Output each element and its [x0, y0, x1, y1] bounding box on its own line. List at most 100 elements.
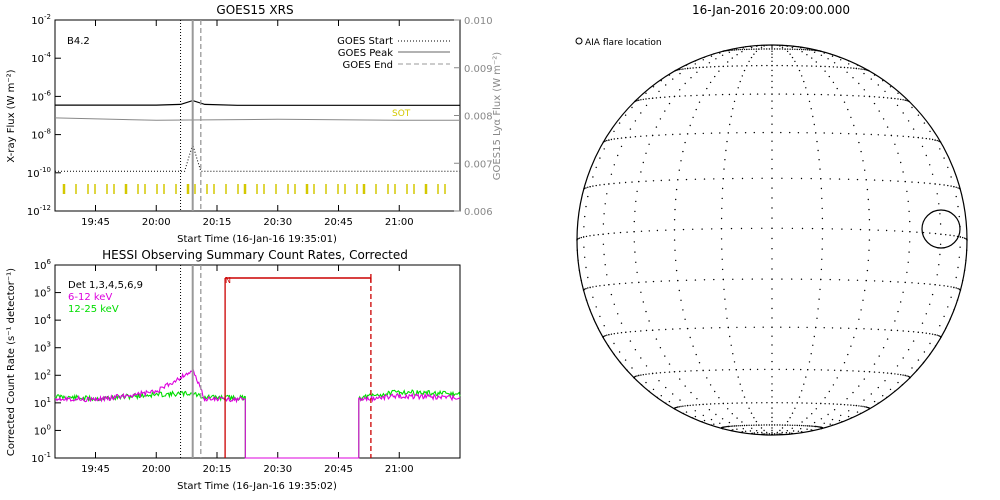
lat-grid-dot	[959, 188, 961, 190]
lat-grid-dot	[715, 94, 717, 96]
lon-grid-dot	[958, 215, 960, 218]
lat-grid-dot	[739, 425, 741, 427]
goes-ytick-exponent: -4	[44, 51, 52, 59]
lon-grid-dot	[576, 249, 578, 251]
lon-grid-dot	[771, 258, 773, 260]
lat-grid-dot	[613, 283, 615, 285]
lon-grid-dot	[824, 70, 826, 72]
lon-grid-dot	[904, 180, 906, 183]
lon-grid-dot	[904, 281, 906, 284]
lon-grid-dot	[582, 236, 585, 238]
lon-grid-dot	[771, 268, 773, 270]
lon-grid-dot	[917, 331, 919, 333]
hessi-xtick-label: 20:00	[142, 464, 171, 475]
lat-grid-dot	[882, 179, 884, 182]
lat-grid-dot	[631, 282, 633, 284]
lon-grid-dot	[810, 353, 812, 355]
lon-grid-dot	[710, 418, 713, 421]
goes-ytick-label: 10-2	[31, 13, 51, 27]
lon-grid-dot	[608, 334, 610, 336]
lon-grid-dot	[721, 268, 724, 271]
lat-grid-dot	[896, 329, 899, 332]
lon-grid-dot	[829, 423, 831, 425]
lat-grid-dot	[900, 98, 902, 101]
lat-grid-dot	[763, 424, 765, 426]
lon-grid-dot	[855, 404, 858, 407]
lon-grid-dot	[805, 376, 807, 378]
goes-xtick-label: 20:45	[324, 217, 353, 228]
lon-grid-dot	[771, 344, 773, 346]
lon-grid-dot	[695, 353, 697, 356]
lat-grid-dot	[820, 427, 823, 430]
lon-grid-dot	[800, 428, 802, 430]
lat-grid-dot	[737, 425, 739, 427]
lat-grid-dot	[873, 280, 876, 282]
lon-grid-dot	[706, 87, 708, 90]
lon-grid-dot	[929, 164, 931, 166]
lat-grid-dot	[800, 368, 802, 371]
lon-grid-dot	[864, 169, 866, 171]
lon-grid-dot	[816, 140, 818, 143]
sun-title: 16-Jan-2016 20:09:00.000	[692, 3, 850, 17]
lat-grid-dot	[694, 279, 697, 281]
lat-grid-dot	[648, 230, 650, 232]
lon-grid-dot	[722, 65, 724, 68]
lon-grid-dot	[847, 353, 849, 356]
lat-grid-dot	[912, 331, 915, 333]
lon-grid-dot	[625, 331, 627, 333]
lon-grid-dot	[727, 132, 729, 134]
lat-grid-dot	[801, 227, 804, 230]
lat-grid-dot	[789, 131, 791, 134]
lat-grid-dot	[658, 329, 660, 331]
lon-grid-dot	[965, 259, 967, 261]
hessi-ytick-label: 105	[34, 286, 51, 300]
lat-grid-dot	[736, 402, 738, 404]
lon-grid-dot	[638, 281, 640, 284]
lat-grid-dot	[730, 227, 733, 230]
lat-grid-dot	[847, 67, 849, 69]
lon-grid-dot	[945, 327, 947, 330]
lat-grid-dot	[610, 138, 613, 141]
lat-grid-dot	[668, 371, 671, 373]
lon-grid-dot	[618, 351, 621, 353]
lon-grid-dot	[909, 231, 911, 233]
lat-grid-dot	[792, 93, 795, 95]
lat-grid-dot	[766, 64, 768, 67]
lat-grid-dot	[634, 330, 637, 333]
lat-grid-dot	[813, 93, 816, 96]
lon-grid-dot	[583, 226, 585, 228]
goes-series-long	[55, 99, 460, 106]
lon-grid-dot	[817, 149, 819, 152]
lon-grid-dot	[931, 293, 934, 296]
lon-grid-dot	[645, 152, 647, 154]
lon-grid-dot	[850, 116, 852, 119]
lat-grid-dot	[824, 65, 826, 68]
lat-grid-dot	[906, 375, 908, 377]
lon-grid-dot	[885, 396, 888, 399]
lon-grid-dot	[771, 115, 773, 117]
lon-grid-dot	[679, 399, 681, 401]
lon-grid-dot	[728, 51, 731, 53]
lon-grid-dot	[907, 349, 910, 351]
hessi-ytick-label: 100	[34, 423, 51, 437]
lat-grid-dot	[725, 426, 727, 428]
lon-grid-dot	[771, 158, 773, 160]
lat-grid-dot	[847, 404, 849, 406]
lon-grid-dot	[721, 258, 723, 260]
lon-grid-dot	[633, 231, 635, 233]
lon-grid-dot	[702, 414, 704, 417]
goes-xtick-label: 21:00	[385, 217, 414, 228]
lat-grid-dot	[740, 227, 743, 230]
goes-y2-axis-label: GOES15 Lyα Flux (W m⁻²)	[492, 52, 503, 180]
lat-grid-dot	[794, 48, 796, 50]
lat-grid-dot	[732, 278, 734, 280]
lat-grid-dot	[877, 328, 879, 331]
lat-grid-dot	[803, 425, 805, 427]
lat-grid-dot	[652, 180, 655, 182]
lat-grid-dot	[813, 369, 816, 371]
lon-grid-dot	[645, 365, 648, 367]
lon-grid-dot	[602, 223, 605, 225]
lat-grid-dot	[816, 49, 818, 52]
lon-grid-dot	[929, 130, 931, 133]
lon-grid-dot	[867, 198, 869, 201]
